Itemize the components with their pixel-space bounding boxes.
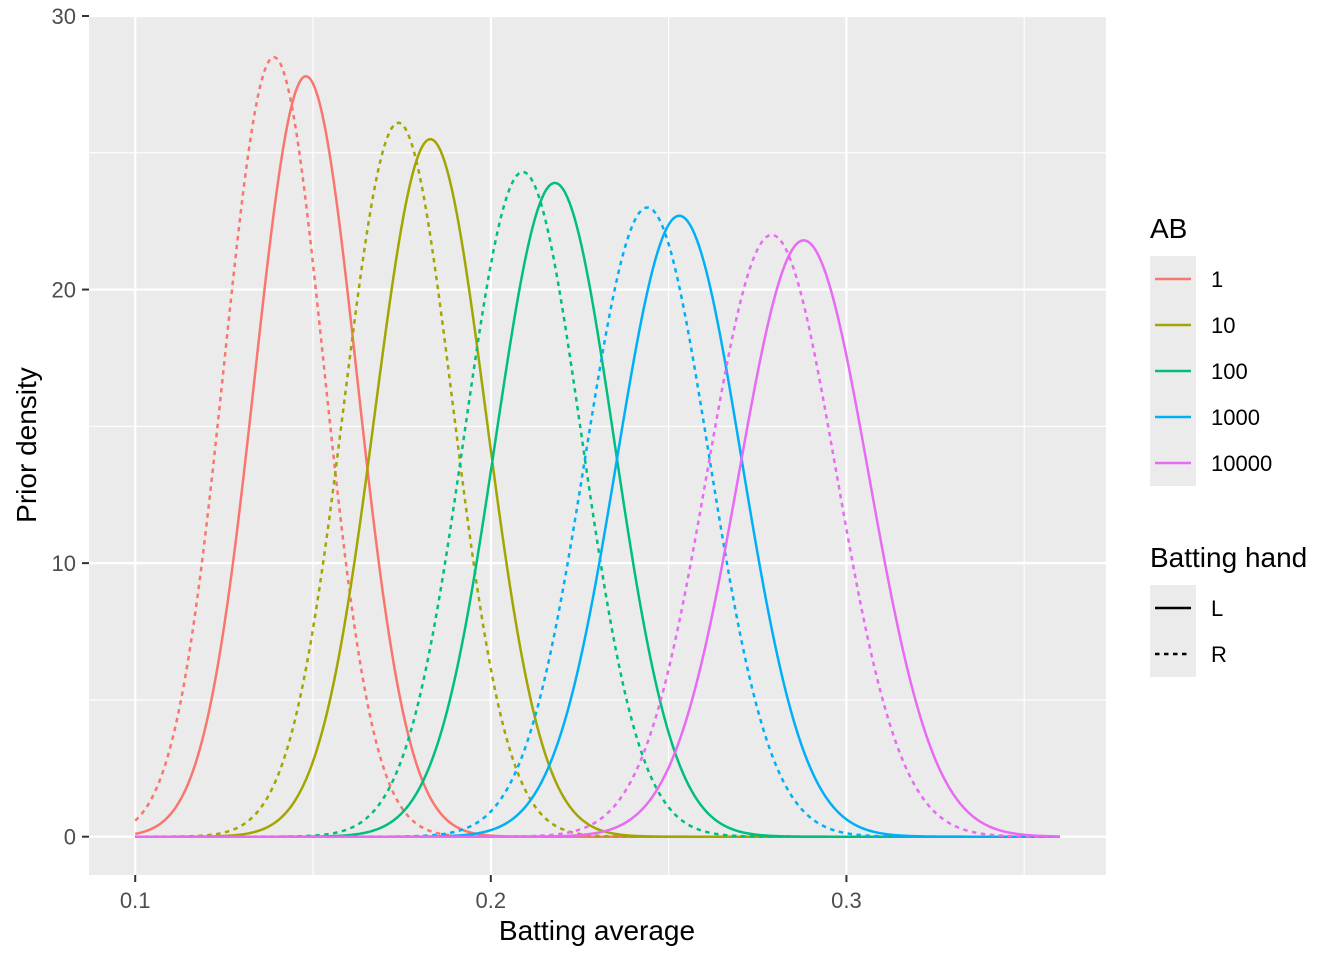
- x-tick-label: 0.3: [831, 888, 862, 913]
- y-tick-label: 30: [52, 4, 76, 29]
- y-axis-title: Prior density: [11, 367, 42, 523]
- x-tick-label: 0.2: [476, 888, 507, 913]
- legend-label-ab-100: 100: [1211, 359, 1248, 384]
- y-tick-label: 0: [64, 825, 76, 850]
- x-axis-title: Batting average: [499, 915, 695, 946]
- curves: [134, 55, 1060, 838]
- x-tick-label: 0.1: [120, 888, 151, 913]
- legend: AB 1 10 100 1000 10000 Batting hand LR: [1150, 213, 1307, 677]
- legend-key-background: [1150, 585, 1196, 677]
- legend-label-hand-r: R: [1211, 642, 1227, 667]
- y-tick-label: 10: [52, 551, 76, 576]
- y-tick-label: 20: [52, 278, 76, 303]
- legend-label-hand-l: L: [1211, 596, 1223, 621]
- legend-label-ab-10: 10: [1211, 313, 1235, 338]
- plot-background: [89, 16, 1106, 875]
- series-line-ab10000-r: [135, 233, 1060, 838]
- legend-label-ab-10000: 10000: [1211, 451, 1272, 476]
- legend-label-ab-1: 1: [1211, 267, 1223, 292]
- legend-label-ab-1000: 1000: [1211, 405, 1260, 430]
- legend-title-batting-hand: Batting hand: [1150, 542, 1307, 573]
- legend-title-ab: AB: [1150, 213, 1187, 244]
- series-line-ab10-r: [135, 121, 1060, 838]
- axes: 0.1 0.2 0.3 0 10 20 30: [52, 4, 862, 913]
